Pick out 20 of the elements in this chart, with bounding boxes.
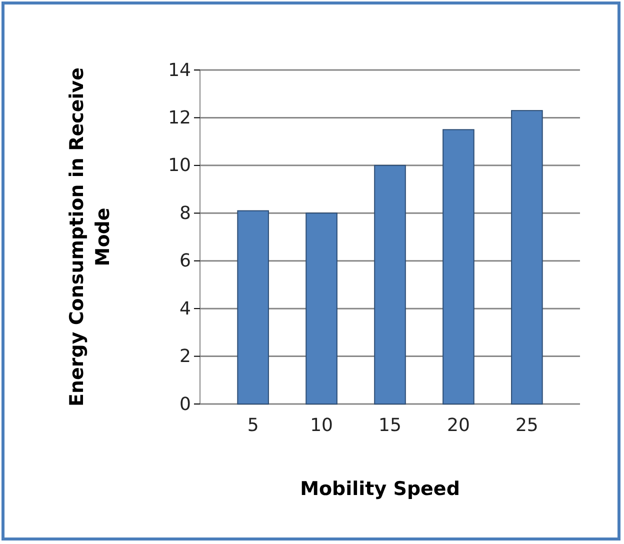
bar (237, 210, 269, 404)
y-axis-title: Energy Consumption in Receive Mode (66, 67, 114, 407)
y-tick-label: 6 (180, 250, 191, 272)
bar (374, 164, 406, 404)
y-tick-label: 8 (180, 202, 191, 224)
x-axis-title: Mobility Speed (300, 478, 460, 500)
x-tick-label: 15 (378, 414, 402, 436)
x-tick-label: 5 (247, 414, 259, 436)
bar (306, 212, 338, 404)
bar (511, 110, 543, 404)
x-tick-label: 10 (310, 414, 333, 436)
y-tick-label: 14 (168, 60, 191, 81)
x-tick-label: 25 (515, 414, 538, 436)
y-tick-label: 2 (180, 346, 191, 368)
bar (442, 129, 474, 404)
y-tick-label: 12 (168, 107, 191, 128)
x-tick-label: 20 (447, 414, 470, 436)
y-tick-label: 10 (168, 155, 191, 176)
y-tick-label: 4 (180, 298, 191, 320)
y-tick-label: 0 (180, 394, 191, 415)
